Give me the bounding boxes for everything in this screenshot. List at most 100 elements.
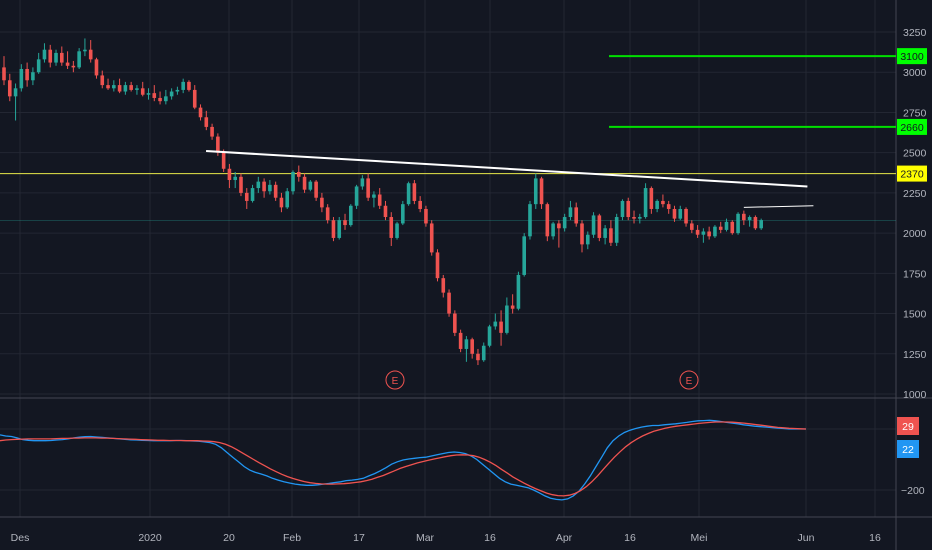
candle-body <box>759 220 763 229</box>
candle <box>418 196 422 213</box>
candle <box>597 213 602 242</box>
candle-body <box>609 228 613 243</box>
candle-body <box>94 59 99 76</box>
candle-body <box>383 205 388 218</box>
candle <box>285 188 290 209</box>
horizontal-levels[interactable] <box>0 55 896 221</box>
price-tick-label: 2500 <box>903 148 927 160</box>
time-tick-label: 20 <box>223 532 235 544</box>
candle <box>302 173 307 193</box>
time-tick-label: 16 <box>624 532 636 544</box>
candle-body <box>343 220 347 226</box>
level-label-2660[interactable]: 2660 <box>897 118 927 135</box>
candle-body <box>372 194 376 198</box>
price-tick-label: 2750 <box>903 107 927 119</box>
earnings-event-marker[interactable]: E <box>679 370 699 390</box>
candle-body <box>435 252 440 279</box>
candle <box>13 83 18 121</box>
candle-body <box>325 207 330 221</box>
candle-body <box>412 183 417 201</box>
trendlines[interactable] <box>206 150 814 208</box>
candle <box>250 184 255 203</box>
candle <box>337 217 342 240</box>
event-marker-circle[interactable] <box>385 370 405 390</box>
candle-body <box>742 213 746 221</box>
candle <box>60 46 64 66</box>
candle <box>175 86 180 95</box>
event-marker-label: E <box>392 376 399 387</box>
candle-body <box>458 332 463 349</box>
candle-body <box>146 93 151 95</box>
level-label-text: 2660 <box>900 122 924 134</box>
candle <box>25 62 29 87</box>
small-trendline[interactable] <box>743 205 814 208</box>
candle <box>718 221 723 234</box>
time-tick-label: 17 <box>353 532 365 544</box>
candle <box>279 192 284 213</box>
level-label-text: 2370 <box>900 169 924 181</box>
candle-body <box>632 217 636 219</box>
candle-body <box>441 278 446 293</box>
candle-body <box>713 226 717 237</box>
candle <box>516 271 521 311</box>
candle-body <box>424 208 428 224</box>
candle-body <box>655 200 659 209</box>
candle <box>354 184 359 209</box>
candle-body <box>395 223 399 238</box>
level-label-2370[interactable]: 2370 <box>897 165 927 182</box>
price-tick-label: 2000 <box>903 228 927 240</box>
candle <box>447 289 451 317</box>
candle <box>233 171 237 189</box>
candle <box>320 192 324 213</box>
candle-body <box>406 183 411 205</box>
candle-body <box>187 81 191 90</box>
trendline[interactable] <box>206 150 808 188</box>
candle <box>256 176 261 193</box>
candle <box>262 178 266 198</box>
event-marker-label: E <box>686 376 693 387</box>
candle-body <box>736 213 740 234</box>
candle <box>568 200 573 221</box>
candle <box>244 188 249 209</box>
candle <box>678 205 683 221</box>
candle <box>152 85 157 102</box>
candle-body <box>129 85 133 90</box>
candle <box>83 38 87 57</box>
candle <box>609 220 613 246</box>
candle <box>164 89 168 105</box>
candle-body <box>487 326 492 346</box>
candle-body <box>626 200 631 218</box>
osc-last-value-text: 29 <box>902 421 914 433</box>
axes[interactable]: 3250 3000 2750 2500 2250 2000 1750 1500 1250 1000… <box>11 27 927 544</box>
candle-body <box>753 217 758 229</box>
candle <box>464 336 469 362</box>
candle <box>545 202 550 242</box>
level-label-3100[interactable]: 3100 <box>897 48 927 65</box>
earnings-event-marker[interactable]: E <box>385 370 405 390</box>
candle-body <box>152 93 157 98</box>
event-marker-circle[interactable] <box>679 370 699 390</box>
candle <box>401 200 405 226</box>
candle-body <box>562 217 567 229</box>
candle-body <box>337 220 342 238</box>
candle <box>724 218 729 232</box>
candle <box>198 104 203 121</box>
candle-body <box>447 292 451 314</box>
candle-body <box>597 215 602 238</box>
candle <box>389 212 394 246</box>
price-tick-label: 1250 <box>903 349 927 361</box>
candle-body <box>88 49 93 60</box>
candle <box>695 225 700 238</box>
candle-body <box>71 65 76 68</box>
candle-body <box>60 52 64 63</box>
candle <box>487 324 492 348</box>
candle <box>649 186 654 214</box>
candle <box>314 180 318 201</box>
candle-body <box>649 188 654 209</box>
candle <box>94 57 99 79</box>
candle <box>210 123 214 140</box>
candle <box>690 220 694 234</box>
candle <box>585 231 590 250</box>
candle <box>239 173 243 197</box>
